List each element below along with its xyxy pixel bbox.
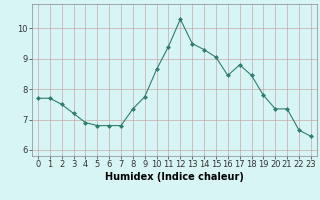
X-axis label: Humidex (Indice chaleur): Humidex (Indice chaleur) xyxy=(105,172,244,182)
